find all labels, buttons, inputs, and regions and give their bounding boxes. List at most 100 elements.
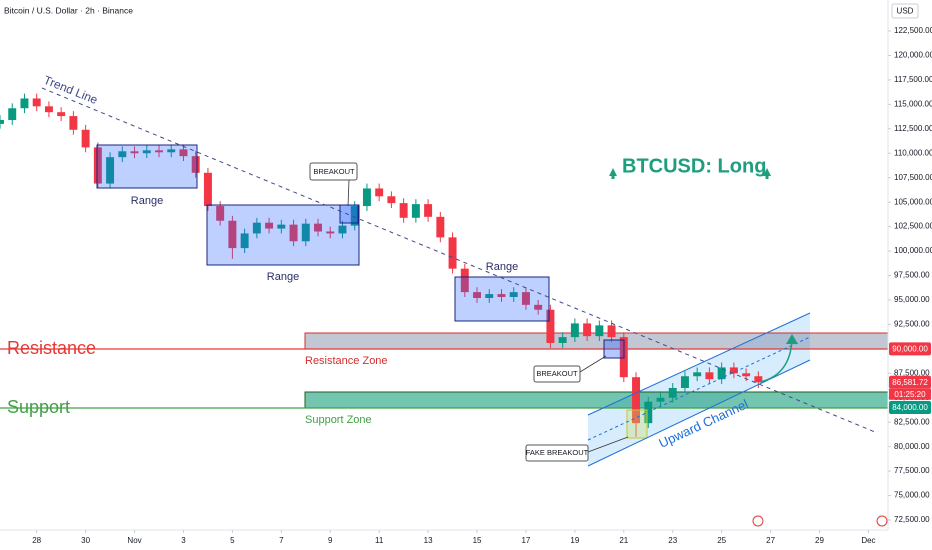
candle-body bbox=[705, 372, 714, 380]
price-label: 86,581.72 bbox=[892, 378, 928, 387]
y-tick-label: 77,500.00 bbox=[894, 466, 930, 475]
candle-body bbox=[460, 268, 469, 293]
y-tick-label: 92,500.00 bbox=[894, 320, 930, 329]
y-tick-label: 72,500.00 bbox=[894, 515, 930, 524]
candle-body bbox=[216, 206, 225, 221]
x-tick-label: 5 bbox=[230, 536, 235, 545]
annotation: Support bbox=[7, 397, 70, 417]
callout-line bbox=[587, 436, 629, 453]
candle-body bbox=[167, 149, 176, 153]
candle-body bbox=[473, 292, 481, 298]
y-tick-label: 80,000.00 bbox=[894, 442, 930, 451]
x-tick-label: 28 bbox=[32, 536, 41, 545]
x-tick-label: 11 bbox=[375, 536, 384, 545]
candle-body bbox=[387, 196, 396, 204]
y-tick-label: 75,000.00 bbox=[894, 491, 930, 500]
x-tick-label: 23 bbox=[668, 536, 677, 545]
candle-body bbox=[118, 151, 127, 158]
candle-body bbox=[509, 292, 518, 298]
candle-body bbox=[106, 157, 115, 184]
annotation: Range bbox=[131, 195, 163, 207]
annotation: BREAKOUT bbox=[313, 167, 355, 176]
callout-box bbox=[309, 162, 358, 181]
candle-body bbox=[20, 98, 29, 109]
annotation: FAKE BREAKOUT bbox=[526, 448, 589, 457]
support-zone bbox=[304, 391, 889, 409]
candle-body bbox=[265, 222, 274, 229]
candle-body bbox=[680, 376, 689, 388]
x-tick-label: 30 bbox=[81, 536, 90, 545]
event-flag bbox=[876, 515, 888, 527]
x-tick-label: 3 bbox=[181, 536, 186, 545]
candle-body bbox=[436, 216, 445, 238]
candle-body bbox=[338, 225, 347, 234]
channel-line bbox=[587, 312, 811, 416]
up-arrow bbox=[763, 168, 771, 176]
candle-body bbox=[240, 233, 249, 249]
annotation: Range bbox=[267, 271, 299, 283]
candle-body bbox=[277, 224, 286, 229]
candle-body bbox=[742, 373, 751, 377]
currency: USD bbox=[897, 7, 914, 16]
annotation: BREAKOUT bbox=[536, 369, 578, 378]
price-axis bbox=[888, 0, 932, 550]
currency-box bbox=[891, 3, 919, 19]
countdown: 01:25:20 bbox=[894, 390, 926, 399]
x-tick-label: 19 bbox=[570, 536, 579, 545]
candle-body bbox=[399, 203, 408, 218]
candle-body bbox=[754, 376, 763, 383]
candle-body bbox=[32, 98, 41, 107]
y-tick-label: 102,500.00 bbox=[894, 222, 932, 231]
range-box bbox=[454, 276, 550, 322]
drawings-back bbox=[0, 313, 889, 466]
candle-body bbox=[69, 116, 78, 130]
x-tick-label: 9 bbox=[328, 536, 333, 545]
candle-body bbox=[375, 188, 384, 197]
annotation: Resistance Zone bbox=[305, 355, 388, 367]
candle-body bbox=[142, 150, 151, 154]
annotation: Support Zone bbox=[305, 414, 372, 426]
candle-body bbox=[411, 204, 420, 218]
arrow-head bbox=[786, 334, 798, 344]
y-tick-label: 110,000.00 bbox=[894, 148, 932, 157]
callout-line bbox=[347, 179, 350, 207]
drawings-front: BREAKOUT BREAKOUT FAKE BREAKOUT Trend Li… bbox=[7, 73, 876, 467]
callout-box bbox=[533, 365, 581, 383]
channel-fill bbox=[588, 313, 810, 466]
range-box bbox=[96, 144, 198, 189]
annotation: Resistance bbox=[7, 338, 96, 358]
channel-midline bbox=[587, 336, 811, 441]
y-tick-label: 97,500.00 bbox=[894, 271, 930, 280]
countdown-box bbox=[889, 388, 931, 400]
candle-body bbox=[289, 224, 298, 242]
callout-box bbox=[525, 444, 589, 462]
axes: 72,500.00 75,000.00 77,500.00 80,000.00 82,5… bbox=[32, 26, 932, 545]
price-label: 90,000.00 bbox=[892, 344, 928, 353]
annotation: Range bbox=[486, 261, 518, 273]
candle-body bbox=[350, 206, 359, 226]
y-tick-label: 95,000.00 bbox=[894, 295, 930, 304]
candle-body bbox=[485, 294, 494, 298]
x-tick-label: Nov bbox=[127, 536, 141, 545]
time-axis bbox=[0, 530, 888, 550]
candle-body bbox=[191, 156, 200, 173]
candle-body bbox=[362, 188, 371, 207]
y-tick-label: 105,000.00 bbox=[894, 197, 932, 206]
x-tick-label: 17 bbox=[521, 536, 530, 545]
candle-body bbox=[558, 337, 567, 343]
breakout-box bbox=[339, 204, 359, 224]
candle-body bbox=[57, 112, 66, 117]
y-tick-label: 115,000.00 bbox=[894, 99, 932, 108]
candle-body bbox=[203, 172, 212, 207]
y-tick-label: 87,500.00 bbox=[894, 368, 930, 377]
candle-body bbox=[179, 149, 188, 157]
x-tick-label: 13 bbox=[424, 536, 433, 545]
price-label-box bbox=[889, 401, 931, 415]
candle-body bbox=[546, 309, 555, 343]
candle-body bbox=[81, 129, 90, 148]
candle-body bbox=[326, 231, 335, 234]
candle-body bbox=[668, 387, 677, 398]
candle-body bbox=[693, 372, 702, 377]
candle-body bbox=[521, 292, 530, 305]
y-tick-label: 117,500.00 bbox=[894, 75, 932, 84]
